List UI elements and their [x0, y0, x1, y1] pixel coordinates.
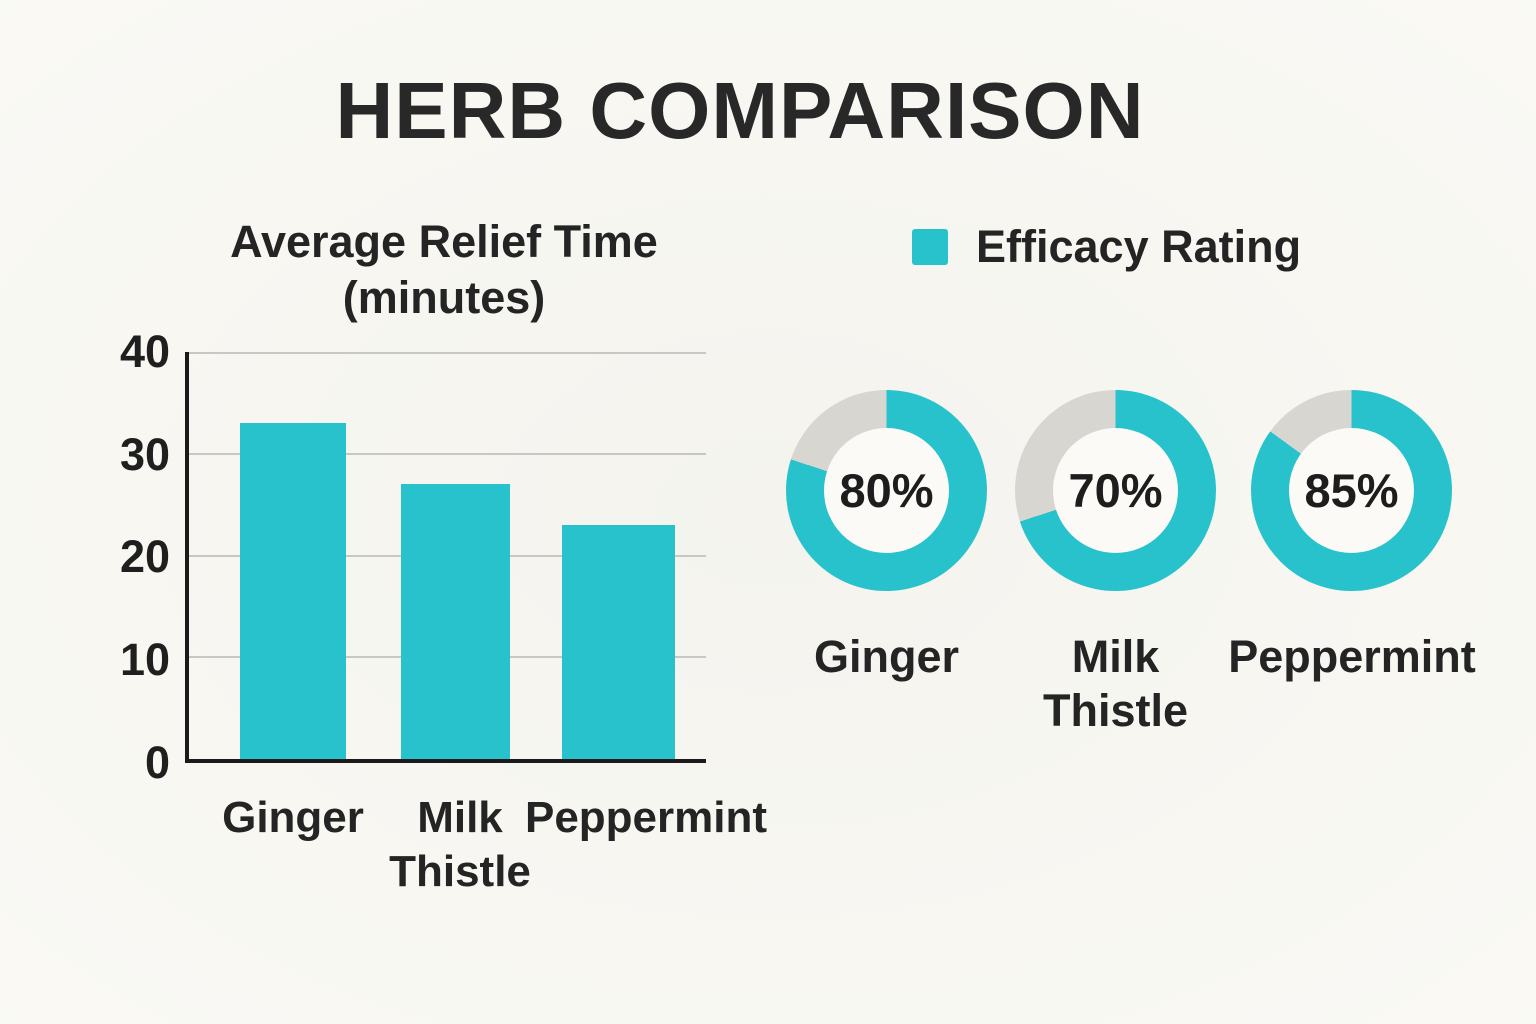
bar-milk-thistle — [401, 484, 510, 759]
bar-chart-title: Average Relief Time (minutes) — [180, 214, 708, 326]
efficacy-legend: Efficacy Rating — [912, 221, 1301, 273]
donut-ginger-value: 80% — [839, 464, 934, 517]
y-tick-30: 30 — [119, 429, 170, 480]
gridline-40 — [189, 352, 706, 354]
x-label-ginger: Ginger — [190, 791, 396, 845]
x-label-milk-thistle: Milk Thistle — [357, 791, 563, 899]
page-title: HERB COMPARISON — [335, 66, 1145, 155]
bar-chart-title-line2: (minutes) — [342, 272, 546, 323]
x-label-peppermint: Peppermint — [518, 791, 774, 845]
legend-label: Efficacy Rating — [976, 221, 1302, 272]
bar-chart-plot-area — [185, 352, 706, 763]
x-label-milk-thistle-line2: Thistle — [389, 847, 531, 896]
gridline-30 — [189, 452, 706, 455]
y-tick-10: 10 — [119, 634, 170, 685]
x-label-milk-thistle-line1: Milk — [417, 793, 503, 842]
bar-chart-title-line1: Average Relief Time — [230, 216, 658, 267]
donut-label-milk-thistle: Milk Thistle — [1015, 630, 1216, 738]
donut-label-peppermint: Peppermint — [1227, 630, 1477, 684]
legend-swatch-icon — [912, 229, 948, 265]
bar-ginger — [240, 423, 346, 759]
y-tick-0: 0 — [144, 737, 170, 788]
donut-milk-thistle: 70% — [1015, 390, 1216, 591]
donut-peppermint-value: 85% — [1304, 464, 1399, 517]
bar-peppermint — [562, 524, 675, 759]
donut-ginger: 80% — [786, 390, 987, 591]
donut-peppermint: 85% — [1251, 390, 1452, 591]
donut-label-peppermint-line1: Peppermint — [1228, 631, 1476, 682]
y-tick-20: 20 — [119, 531, 170, 582]
y-tick-40: 40 — [119, 326, 170, 377]
donut-milk-thistle-value: 70% — [1068, 464, 1163, 517]
donut-label-milk-thistle-line1: Milk — [1071, 631, 1160, 682]
x-label-ginger-line1: Ginger — [222, 793, 364, 842]
donut-label-ginger-line1: Ginger — [813, 631, 960, 682]
donut-label-ginger: Ginger — [786, 630, 987, 684]
x-label-peppermint-line1: Peppermint — [524, 793, 768, 842]
donut-label-milk-thistle-line2: Thistle — [1042, 685, 1189, 736]
